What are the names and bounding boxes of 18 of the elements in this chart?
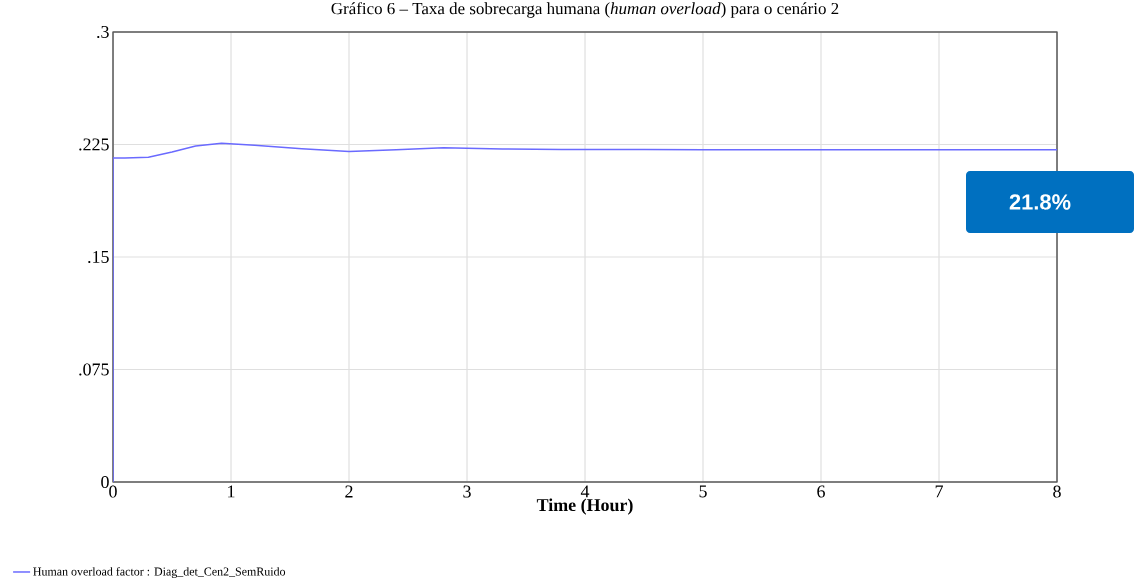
y-tick-label: .3 <box>97 25 109 39</box>
x-tick-label: 7 <box>935 485 943 498</box>
x-tick-label: 3 <box>463 485 471 498</box>
x-tick-label: 2 <box>345 485 353 498</box>
y-tick-label: .15 <box>88 250 109 264</box>
y-tick-label: .075 <box>79 363 109 376</box>
chart-title: Gráfico 6 – Taxa de sobrecarga humana (human overload) para o cenário 2 <box>331 2 839 18</box>
x-tick-label: 4 <box>580 485 590 498</box>
y-tick-label: .225 <box>79 138 109 151</box>
annotation: 21.8% <box>1009 194 1071 210</box>
legend-label: Human overload factor : Diag_det_Cen2_SemRuido <box>33 567 286 579</box>
x-tick-label: 8 <box>1053 485 1061 498</box>
x-tick-label: 6 <box>817 485 825 498</box>
x-tick-label: 0 <box>109 485 117 498</box>
x-tick-label: 5 <box>699 485 707 498</box>
x-axis-title: Time (Hour) <box>536 498 633 515</box>
x-tick-label: 1 <box>228 485 235 498</box>
y-tick-label: 0 <box>101 475 109 489</box>
